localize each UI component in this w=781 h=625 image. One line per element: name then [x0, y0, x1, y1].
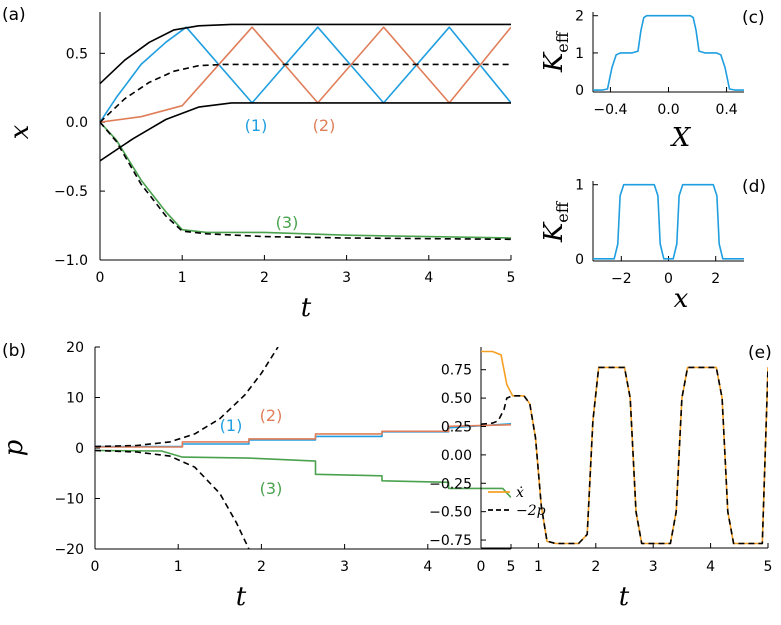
- y-tick-label: 0.25: [441, 419, 472, 435]
- x-tick-label: 0: [664, 271, 673, 287]
- x-tick-label: 0: [96, 270, 105, 286]
- y-tick-label: 0.75: [441, 363, 472, 379]
- y-tick-label: −1.0: [54, 253, 88, 269]
- y-tick-label: 1: [575, 178, 584, 194]
- y-tick-label: 0.0: [66, 115, 88, 131]
- x-tick-label: 0.4: [715, 102, 737, 118]
- x-tick-label: −0.4: [593, 102, 627, 118]
- panel-label: (b): [2, 341, 26, 361]
- panel-label: (d): [742, 177, 766, 197]
- x-tick-label: 2: [257, 559, 266, 575]
- series-lower-bound-line: [100, 102, 511, 162]
- y-tick-label: −20: [54, 542, 84, 558]
- y-tick-label: 0: [75, 441, 84, 457]
- y-axis-label-sub: eff: [553, 200, 572, 222]
- curve-annotation: (3): [260, 479, 283, 498]
- x-axis-label: X: [670, 123, 692, 153]
- y-tick-label: −0.25: [429, 476, 472, 492]
- curve-annotation: (1): [220, 416, 243, 435]
- x-tick-label: 3: [649, 559, 658, 575]
- y-tick-label: 1: [575, 46, 584, 62]
- y-axis-label-sub: eff: [553, 30, 572, 52]
- curve-annotation: (3): [276, 213, 299, 232]
- x-tick-label: 0: [91, 559, 100, 575]
- y-axis-label-main: K: [539, 51, 569, 73]
- y-tick-label: 0: [575, 252, 584, 268]
- x-tick-label: 1: [178, 270, 187, 286]
- series-1-line: [100, 26, 511, 123]
- x-axis-label: t: [619, 582, 630, 612]
- x-axis-label: t: [236, 582, 247, 612]
- x-tick-label: 1: [534, 559, 543, 575]
- y-tick-label: 0.50: [441, 391, 472, 407]
- x-tick-label: 0.0: [657, 102, 679, 118]
- y-axis-label-main: K: [539, 221, 569, 243]
- x-tick-label: 2: [260, 270, 269, 286]
- y-axis-label: Keff: [539, 200, 572, 243]
- legend-label: −2p: [516, 503, 546, 519]
- y-tick-label: 0.5: [66, 46, 88, 62]
- y-tick-label: 10: [66, 391, 84, 407]
- series-2p-line: [481, 366, 768, 545]
- x-tick-label: −2: [611, 271, 632, 287]
- series-lower-dashed-line: [100, 121, 511, 241]
- y-tick-label: −0.5: [54, 184, 88, 200]
- y-tick-label: 20: [66, 340, 84, 356]
- x-tick-label: 1: [174, 559, 183, 575]
- x-tick-label: 3: [342, 270, 351, 286]
- y-tick-label: −0.75: [429, 533, 472, 549]
- panel-b: 0 1 2 3 4 5 −20 −10 0 10 20 (b) t p (1) (2) (3): [0, 340, 515, 612]
- curve-annotation: (2): [313, 116, 336, 135]
- y-axis-label: Keff: [539, 30, 572, 73]
- x-axis-label: t: [301, 293, 312, 323]
- x-tick-label: 5: [507, 559, 516, 575]
- x-tick-label: 3: [340, 559, 349, 575]
- series-lower-line: [95, 449, 250, 549]
- legend-label: ẋ: [516, 485, 524, 501]
- y-tick-label: −0.50: [429, 505, 472, 521]
- x-tick-label: 4: [424, 270, 433, 286]
- curve-annotation: (1): [245, 116, 268, 135]
- series-k-eff-x-line: [593, 14, 744, 91]
- panel-d: −2 0 2 0 1 (d) x Keff: [539, 177, 766, 314]
- series-upper-bound-line: [100, 23, 511, 85]
- x-tick-label: 4: [706, 559, 715, 575]
- x-tick-label: 0: [477, 559, 486, 575]
- y-axis-label: p: [0, 439, 29, 456]
- curve-annotation: (2): [260, 406, 283, 425]
- series-3-line: [100, 121, 511, 239]
- series-middle-line: [100, 63, 511, 123]
- series-k-eff-x-line: [593, 183, 744, 260]
- series-3-line: [95, 449, 511, 499]
- y-axis-label: x: [5, 124, 35, 139]
- x-tick-label: 2: [591, 559, 600, 575]
- panel-label: (c): [742, 8, 765, 28]
- panel-e: 0 1 2 3 4 5 0.75 0.50 0.25 0.00 −0.25 −0.50 −0.75 (e)…: [429, 343, 772, 612]
- y-tick-label: 0.00: [441, 448, 472, 464]
- y-tick-label: 2: [575, 9, 584, 25]
- series-2-line: [95, 424, 511, 448]
- series-upper-line: [95, 347, 279, 448]
- panel-label: (a): [2, 5, 26, 25]
- panel-a: 0 1 2 3 4 5 −1.0 −0.5 0.0 0.5 (a) t x (1) (2) (3): [2, 5, 515, 323]
- x-tick-label: 4: [423, 559, 432, 575]
- y-tick-label: 0: [575, 83, 584, 99]
- panel-c: −0.4 0.0 0.4 0 1 2 (c) X Keff: [539, 8, 765, 153]
- legend: ẋ −2p: [488, 485, 546, 519]
- x-tick-label: 5: [507, 270, 516, 286]
- x-tick-label: 5: [764, 559, 773, 575]
- panel-label: (e): [748, 343, 772, 363]
- y-tick-label: −10: [54, 492, 84, 508]
- x-tick-label: 2: [711, 271, 720, 287]
- x-axis-label: x: [674, 284, 689, 314]
